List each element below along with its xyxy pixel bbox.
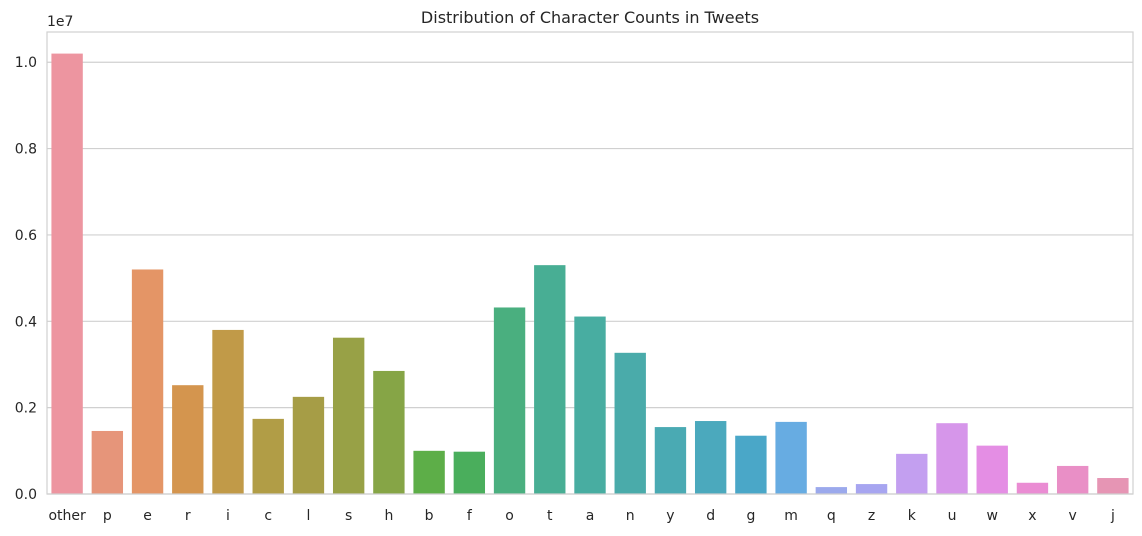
bar-d (694, 421, 727, 494)
x-tick-label: u (948, 508, 957, 524)
x-tick-label: h (384, 508, 393, 524)
chart-title: Distribution of Character Counts in Twee… (421, 8, 759, 27)
bars (51, 53, 1129, 495)
bar-b (413, 450, 445, 494)
x-tick-label: s (345, 508, 352, 524)
bar-v (1056, 465, 1089, 494)
bar-r (172, 385, 204, 494)
x-tick-label: w (986, 508, 997, 524)
bar-a (574, 316, 606, 494)
x-tick-labels: other p e r i c l s h b f o t a n y d g m q z k u w x v j (48, 508, 1114, 524)
x-tick-label: t (547, 508, 553, 524)
plot-frame (46, 31, 1134, 495)
x-tick-label: j (1110, 508, 1115, 524)
bar-f (453, 451, 486, 494)
bar-k (896, 453, 928, 494)
x-tick-label: n (626, 508, 635, 524)
x-tick-label: l (306, 508, 310, 524)
bar-l (292, 396, 325, 494)
bar-u (936, 423, 968, 494)
x-tick-label: g (746, 508, 755, 524)
x-tick-label: k (908, 508, 917, 524)
bar-p (91, 430, 124, 494)
bar-w (976, 445, 1008, 494)
x-tick-label: b (425, 508, 434, 524)
bar-n (614, 352, 646, 494)
bar-m (775, 421, 807, 494)
bar-z (855, 484, 888, 494)
x-tick-label: other (48, 508, 86, 524)
bar-s (332, 337, 365, 494)
x-tick-label: d (706, 508, 715, 524)
x-tick-label: y (666, 508, 674, 524)
y-tick-label: 0.0 (15, 487, 37, 503)
x-tick-label: x (1028, 508, 1036, 524)
x-tick-label: c (264, 508, 272, 524)
x-tick-label: r (185, 508, 191, 524)
x-tick-label: e (143, 508, 152, 524)
bar-x (1016, 482, 1049, 494)
bar-g (735, 435, 767, 494)
bar-o (493, 307, 526, 494)
x-tick-label: m (784, 508, 798, 524)
y-tick-label: 1.0 (15, 55, 37, 71)
bar-t (534, 265, 566, 494)
bar-y (654, 427, 687, 494)
bar-c (252, 418, 284, 494)
y-tick-labels: 0.0 0.2 0.4 0.6 0.8 1.0 (15, 55, 37, 503)
bar-j (1097, 478, 1129, 494)
x-tick-label: f (467, 508, 473, 524)
bar-h (373, 370, 405, 494)
y-tick-label: 0.6 (15, 228, 37, 244)
x-tick-label: i (226, 508, 230, 524)
y-tick-label: 0.2 (15, 401, 37, 417)
bar-other (51, 53, 83, 495)
y-tick-label: 0.8 (15, 142, 37, 158)
x-tick-label: z (868, 508, 875, 524)
x-tick-label: v (1069, 508, 1077, 524)
bar-i (212, 329, 244, 494)
bar-q (815, 487, 848, 494)
y-tick-label: 0.4 (15, 314, 37, 330)
y-axis-offset-label: 1e7 (47, 14, 73, 30)
x-tick-label: a (586, 508, 595, 524)
x-tick-label: q (827, 508, 836, 524)
bar-e (131, 269, 164, 494)
x-tick-label: o (505, 508, 514, 524)
x-tick-label: p (103, 508, 112, 524)
